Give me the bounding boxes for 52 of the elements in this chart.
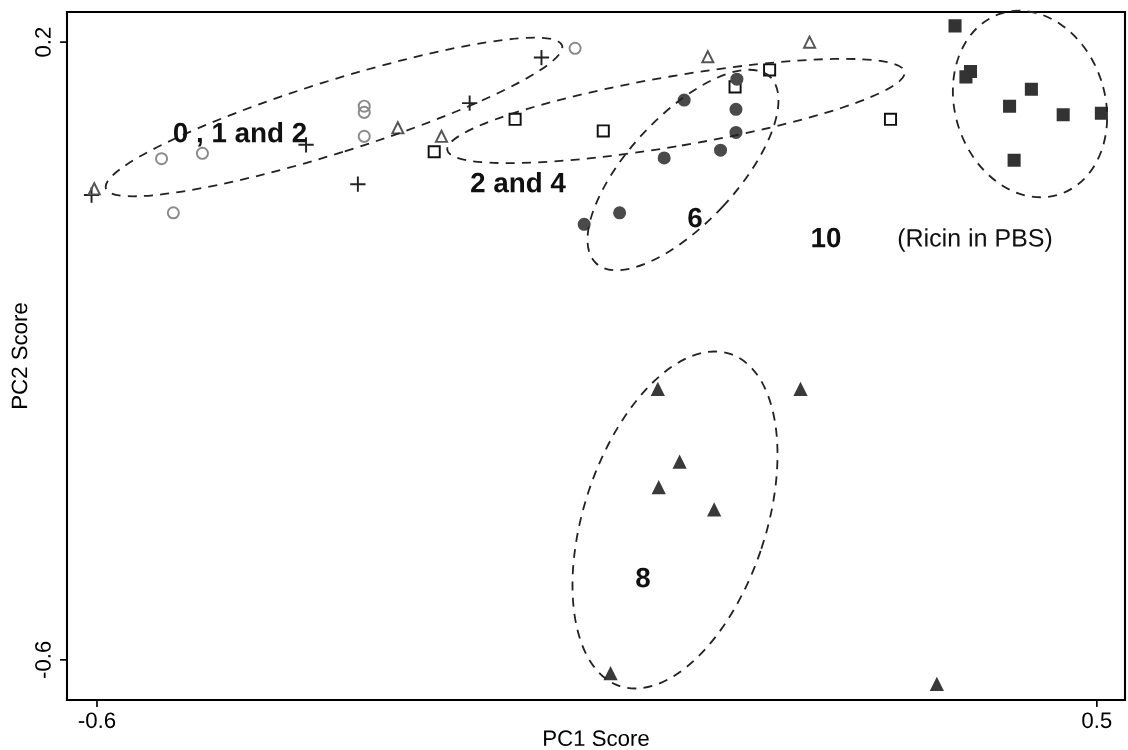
point: [701, 50, 715, 64]
point: [391, 121, 405, 135]
point: [707, 503, 721, 517]
point: [930, 678, 944, 692]
point: [1007, 153, 1021, 167]
point: [577, 217, 591, 231]
point: [596, 124, 610, 138]
x-axis-title: PC1 Score: [544, 730, 649, 747]
point: [87, 182, 101, 196]
annotation: 6: [688, 207, 702, 228]
annotation: 0 , 1 and 2: [173, 122, 307, 147]
point: [427, 145, 441, 159]
point: [803, 35, 817, 49]
point: [349, 175, 367, 193]
point: [82, 186, 101, 204]
point: [155, 152, 169, 166]
annotation: 8: [636, 567, 650, 588]
point: [613, 206, 627, 220]
point: [730, 72, 744, 86]
point: [604, 667, 618, 681]
point: [959, 70, 973, 84]
point: [1024, 82, 1038, 96]
point: [673, 455, 687, 469]
point: [714, 143, 728, 157]
point: [508, 112, 522, 126]
y-tick-label: 0.2: [35, 27, 51, 57]
point: [763, 63, 777, 77]
point: [883, 112, 898, 126]
point: [195, 146, 209, 160]
point: [652, 481, 666, 495]
point: [357, 129, 371, 143]
point: [728, 80, 742, 94]
point: [434, 129, 449, 143]
point: [1003, 99, 1017, 113]
y-axis-title: PC2 Score: [11, 303, 28, 408]
annotation: 2 and 4: [471, 172, 566, 193]
point: [657, 151, 671, 165]
x-tick-label: 0.5: [1082, 712, 1112, 729]
annotation: (Ricin in PBS): [898, 228, 1052, 252]
point: [1094, 106, 1108, 120]
point: [948, 19, 962, 33]
point: [357, 105, 371, 119]
point: [729, 102, 743, 116]
point: [532, 48, 551, 67]
point: [1056, 108, 1070, 122]
point: [651, 383, 665, 397]
point: [793, 383, 808, 397]
point: [461, 94, 479, 112]
point: [568, 41, 582, 55]
point: [357, 99, 371, 113]
annotation: 10: [812, 227, 841, 248]
point: [166, 206, 180, 220]
